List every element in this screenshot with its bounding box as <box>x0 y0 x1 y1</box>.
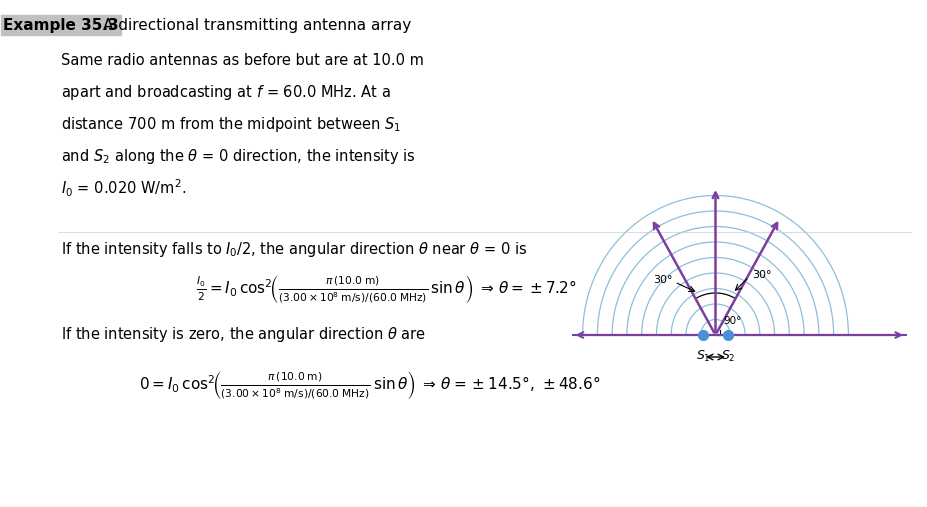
Text: 90°: 90° <box>723 316 742 326</box>
Text: distance 700 m from the midpoint between $S_1$: distance 700 m from the midpoint between… <box>61 115 401 133</box>
Text: Same radio antennas as before but are at 10.0 m: Same radio antennas as before but are at… <box>61 53 424 67</box>
Text: $\frac{I_0}{2} = I_0\,\cos^2\!\!\left(\frac{\pi\,(10.0\;\mathrm{m})}{(3.00\times: $\frac{I_0}{2} = I_0\,\cos^2\!\!\left(\f… <box>197 273 577 305</box>
Text: If the intensity falls to $I_0$/2, the angular direction $\theta$ near $\theta$ : If the intensity falls to $I_0$/2, the a… <box>61 239 527 259</box>
Text: $I_0$ = 0.020 W/m$^2$.: $I_0$ = 0.020 W/m$^2$. <box>61 177 186 199</box>
Text: If the intensity is zero, the angular direction $\theta$ are: If the intensity is zero, the angular di… <box>61 325 426 344</box>
Text: A directional transmitting antenna array: A directional transmitting antenna array <box>103 18 412 32</box>
Text: 30°: 30° <box>752 270 771 280</box>
Text: apart and broadcasting at $f$ = 60.0 MHz. At a: apart and broadcasting at $f$ = 60.0 MHz… <box>61 83 391 101</box>
Text: and $S_2$ along the $\theta$ = 0 direction, the intensity is: and $S_2$ along the $\theta$ = 0 directi… <box>61 147 416 165</box>
Text: $S_2$: $S_2$ <box>720 349 735 364</box>
Text: 30°: 30° <box>654 275 673 285</box>
Text: $S_1$: $S_1$ <box>696 349 710 364</box>
Text: Example 35.3: Example 35.3 <box>3 18 119 32</box>
Text: $0 = I_0\,\cos^2\!\!\left(\frac{\pi\,(10.0\;\mathrm{m})}{(3.00\times10^8\;\mathr: $0 = I_0\,\cos^2\!\!\left(\frac{\pi\,(10… <box>139 369 601 401</box>
